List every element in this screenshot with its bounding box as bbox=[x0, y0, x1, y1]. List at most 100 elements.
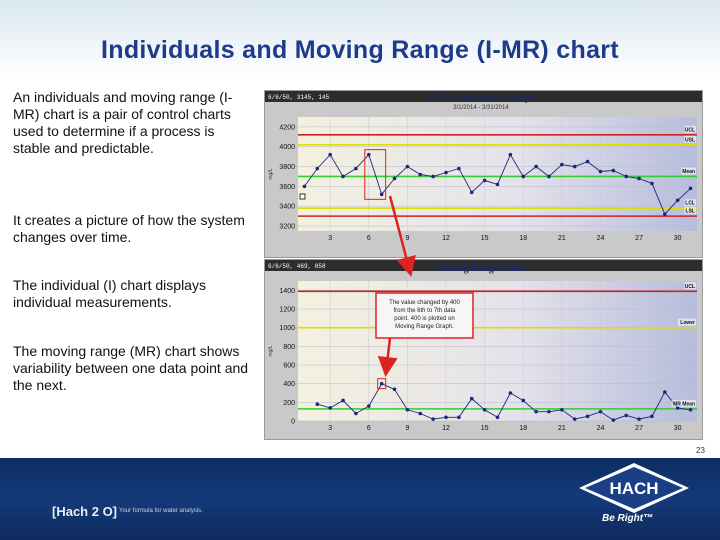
mrchart-point bbox=[611, 418, 616, 422]
ichart-xtick: 12 bbox=[442, 235, 450, 242]
mrchart-point bbox=[495, 415, 500, 420]
mrchart-ytick: 1000 bbox=[279, 325, 295, 332]
mrchart-readout-bar bbox=[265, 260, 702, 271]
mrchart-ref-tag bbox=[684, 282, 696, 290]
ichart-point bbox=[675, 198, 680, 203]
hach-tagline: Be Right™ bbox=[602, 513, 654, 524]
ichart-readout: 6/6/50, 3145, 145 bbox=[268, 94, 330, 101]
mrchart-series-line bbox=[317, 383, 691, 421]
ichart-point bbox=[508, 152, 513, 157]
ichart-point bbox=[405, 164, 410, 169]
paragraph-picture: It creates a picture of how the system c… bbox=[13, 212, 245, 245]
ichart-readout-bar bbox=[265, 91, 702, 102]
ichart-point bbox=[650, 181, 654, 186]
mrchart-ref-tag bbox=[671, 399, 696, 407]
mrchart-point bbox=[650, 414, 654, 419]
ichart-xtick: 30 bbox=[674, 235, 682, 242]
ichart-ref-label: LCL bbox=[685, 201, 695, 207]
mrchart-readout: 6/6/50, 469, 058 bbox=[268, 263, 326, 270]
mrchart-xtick: 6 bbox=[367, 425, 371, 432]
mrchart-point bbox=[341, 398, 345, 403]
mrchart-point bbox=[534, 409, 538, 414]
mrchart-xtick: 24 bbox=[597, 425, 605, 432]
ichart-highlight-box bbox=[364, 149, 387, 200]
mrchart-title: Moving Range Chart bbox=[436, 263, 527, 274]
mrchart-point bbox=[624, 413, 629, 418]
ichart-ytick: 3400 bbox=[279, 204, 295, 211]
mrchart-point bbox=[379, 381, 384, 386]
mrchart-xtick: 27 bbox=[635, 425, 643, 432]
ichart-point bbox=[418, 172, 423, 177]
mrchart-point bbox=[585, 414, 590, 419]
ichart-point bbox=[534, 164, 538, 169]
title-background bbox=[0, 0, 720, 78]
ichart-ytick: 3600 bbox=[279, 184, 295, 191]
mrchart-point bbox=[547, 409, 551, 414]
mrchart-point bbox=[457, 415, 461, 420]
mrchart-point bbox=[675, 406, 680, 410]
mrchart-xtick: 9 bbox=[405, 425, 409, 432]
ichart-ref-tag bbox=[681, 167, 696, 175]
mrchart-xtick: 12 bbox=[442, 425, 450, 432]
paragraph-individual: The individual (I) chart displays indivi… bbox=[13, 277, 206, 310]
mrchart-ytick: 1200 bbox=[279, 307, 295, 314]
ichart-point bbox=[572, 164, 577, 169]
mrchart-xtick: 21 bbox=[558, 425, 566, 432]
mrchart-point bbox=[469, 396, 474, 401]
mrchart-ytick: 1400 bbox=[279, 288, 295, 295]
ichart-xtick: 9 bbox=[405, 235, 409, 242]
ichart-point bbox=[431, 174, 435, 179]
ichart-ref-label: UCL bbox=[685, 127, 695, 133]
ichart-point bbox=[547, 174, 551, 179]
ichart-point bbox=[392, 176, 397, 181]
mrchart-point bbox=[366, 404, 371, 408]
mrchart-point bbox=[688, 408, 693, 412]
mrchart-xtick: 18 bbox=[519, 425, 527, 432]
ichart-ref-tag bbox=[684, 125, 696, 133]
ichart-point bbox=[560, 162, 564, 167]
mrchart-ref-tag bbox=[678, 318, 696, 326]
ichart-ytick: 4000 bbox=[279, 144, 295, 151]
ichart-point bbox=[354, 166, 358, 171]
mrchart-point bbox=[405, 408, 410, 412]
ichart-point bbox=[366, 152, 371, 157]
ichart-ref-label: Mean bbox=[682, 169, 695, 175]
mrchart-ref-label: MR Mean bbox=[673, 401, 695, 407]
ichart-xtick: 18 bbox=[519, 235, 527, 242]
ichart-ref-label: USL bbox=[685, 137, 695, 143]
page-number: 23 bbox=[696, 446, 705, 455]
mrchart-ytick: 200 bbox=[283, 400, 295, 407]
mrchart-point bbox=[431, 417, 435, 421]
hach2o-tagline: Your formula for water analysis. bbox=[119, 508, 203, 514]
ichart-xtick: 3 bbox=[328, 235, 332, 242]
ichart-point bbox=[495, 182, 500, 187]
ichart-subtitle: 3/1/2014 - 3/31/2014 bbox=[453, 105, 509, 111]
ichart-point bbox=[379, 192, 384, 197]
mrchart-point bbox=[315, 402, 320, 406]
ichart-marker bbox=[299, 193, 306, 200]
ichart-ref-tag bbox=[684, 135, 696, 143]
mrchart-point bbox=[508, 391, 513, 395]
mrchart-point bbox=[392, 387, 397, 392]
mrchart-point bbox=[663, 390, 667, 394]
mrchart-point bbox=[418, 411, 423, 416]
ichart-xtick: 15 bbox=[481, 235, 489, 242]
ichart-ref-tag bbox=[684, 207, 696, 215]
ichart-ytick: 3200 bbox=[279, 224, 295, 231]
moving-range-chart: 6/6/50, 469, 058 Moving Range Chart mg/L 0 2… bbox=[264, 259, 703, 440]
ichart-point bbox=[302, 184, 307, 189]
ichart-point bbox=[457, 166, 461, 171]
ichart-ref-tag bbox=[684, 199, 696, 207]
mrchart-point bbox=[354, 411, 358, 416]
mrchart-xtick: 3 bbox=[328, 425, 332, 432]
mrchart-point bbox=[637, 417, 641, 421]
hach2o-brand: [Hach 2 O] bbox=[52, 504, 118, 519]
ichart-xtick: 24 bbox=[597, 235, 605, 242]
hach-logo-text: HACH bbox=[609, 479, 658, 498]
paragraph-intro: An individuals and moving range (I-MR) c… bbox=[13, 89, 233, 156]
ichart-point bbox=[341, 174, 345, 179]
mrchart-ytick: 800 bbox=[283, 344, 295, 351]
ichart-point bbox=[315, 166, 320, 171]
ichart-ref-label: LSL bbox=[686, 209, 695, 215]
mrchart-point bbox=[328, 406, 332, 410]
